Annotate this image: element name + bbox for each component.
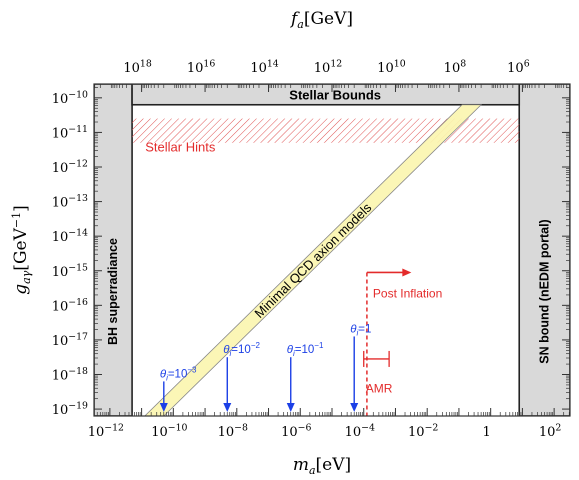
x-axis-title: ma[eV]: [293, 455, 351, 477]
x-tick-label-4: 10−4: [345, 423, 375, 440]
stellar-hints-label: Stellar Hints: [145, 139, 216, 154]
x-tick-label-3: 10−6: [281, 423, 311, 440]
region-0: [94, 84, 133, 416]
qcd-band-label: Minimal QCD axion models: [251, 200, 374, 321]
qcd-band-layer: [144, 104, 483, 416]
regions-layer: [94, 84, 570, 416]
y-tick-label-7: 10−17: [52, 331, 88, 348]
y-tick-label-6: 10−16: [52, 297, 88, 314]
y-tick-label-1: 10−11: [52, 124, 88, 141]
theta-arrow-head-3: [350, 403, 359, 412]
theta-label-0: θi=10−3: [160, 365, 197, 382]
top-tick-label-3: 1012: [314, 59, 342, 76]
theta-label-3: θi=1: [350, 323, 371, 337]
theta-arrow-head-1: [223, 403, 232, 412]
region-1: [518, 84, 570, 416]
y-tick-label-0: 10−10: [52, 89, 88, 106]
top-tick-label-0: 1018: [123, 59, 151, 76]
bh-superradiance-label: BH superradiance: [106, 238, 120, 345]
y-tick-label-8: 10−18: [52, 366, 88, 383]
y-tick-label-9: 10−19: [52, 401, 88, 418]
qcd-axion-band: [144, 104, 483, 416]
x-tick-label-1: 10−10: [151, 423, 187, 440]
theta-arrow-head-2: [286, 403, 295, 412]
stellar-bounds-label: Stellar Bounds: [289, 87, 381, 102]
post-inflation-label: Post Inflation: [373, 286, 442, 300]
y-tick-label-2: 10−12: [52, 159, 88, 176]
y-tick-label-5: 10−15: [52, 262, 88, 279]
top-axis-title: fa[GeV]: [289, 9, 353, 31]
region-2: [131, 84, 521, 106]
labels-layer: BH superradiance SN bound (nEDM portal) St…: [10, 9, 561, 477]
y-tick-label-3: 10−13: [52, 193, 88, 210]
x-tick-label-5: 10−2: [408, 423, 438, 440]
y-tick-label-4: 10−14: [52, 228, 88, 245]
x-tick-label-2: 10−8: [218, 423, 248, 440]
x-tick-label-0: 10−12: [88, 423, 124, 440]
markers-layer: [159, 268, 412, 416]
ticks-layer: [94, 84, 570, 416]
amr-label: AMR: [366, 381, 393, 395]
x-tick-label-7: 102: [539, 423, 562, 440]
top-tick-label-4: 1010: [377, 59, 405, 76]
top-tick-label-2: 1014: [250, 59, 278, 76]
theta-arrow-head-0: [159, 403, 168, 412]
y-axis-title: gaγ[GeV−1]: [10, 205, 33, 294]
sn-bound-label: SN bound (nEDM portal): [538, 219, 552, 363]
top-tick-label-1: 1016: [187, 59, 215, 76]
theta-label-1: θi=10−2: [223, 341, 260, 358]
theta-label-2: θi=10−1: [287, 341, 324, 358]
x-tick-label-6: 1: [483, 425, 491, 440]
top-tick-label-6: 106: [507, 59, 530, 76]
top-tick-label-5: 108: [444, 59, 467, 76]
post-inflation-arrow-head: [402, 268, 412, 277]
